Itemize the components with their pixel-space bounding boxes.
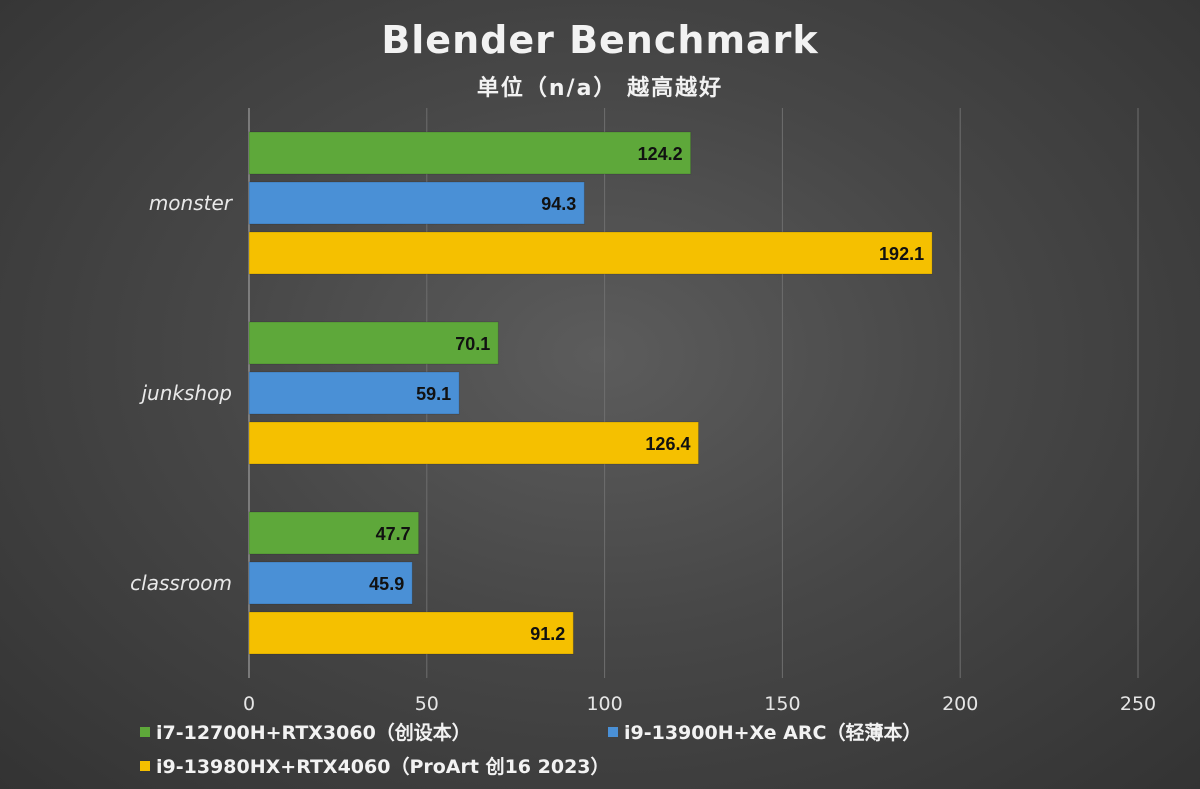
legend-label: i9-13980HX+RTX4060（ProArt 创16 2023） bbox=[156, 756, 610, 778]
data-label: 192.1 bbox=[879, 244, 924, 264]
legend-item-series-3: i9-13980HX+RTX4060（ProArt 创16 2023） bbox=[140, 752, 610, 779]
bar bbox=[248, 421, 699, 465]
legend-label: i7-12700H+RTX3060（创设本） bbox=[156, 722, 471, 744]
category-label: classroom bbox=[130, 571, 232, 595]
legend-item-series-1: i7-12700H+RTX3060（创设本） bbox=[140, 718, 471, 745]
legend-label: i9-13900H+Xe ARC（轻薄本） bbox=[624, 722, 922, 744]
bar bbox=[248, 371, 460, 415]
legend-item-series-2: i9-13900H+Xe ARC（轻薄本） bbox=[608, 718, 921, 745]
data-label: 59.1 bbox=[416, 384, 451, 404]
data-label: 45.9 bbox=[369, 574, 404, 594]
x-tick-label: 0 bbox=[243, 693, 255, 715]
bar bbox=[248, 611, 574, 655]
legend-swatch-blue bbox=[608, 726, 618, 737]
bar bbox=[248, 231, 933, 275]
bar bbox=[248, 181, 585, 225]
legend-swatch-yellow bbox=[140, 760, 150, 771]
x-tick-label: 100 bbox=[586, 693, 622, 715]
category-label: junkshop bbox=[138, 381, 232, 405]
data-label: 124.2 bbox=[638, 144, 683, 164]
category-label: monster bbox=[149, 191, 234, 215]
x-tick-label: 150 bbox=[764, 693, 800, 715]
bar bbox=[248, 131, 692, 175]
data-label: 94.3 bbox=[541, 194, 576, 214]
bar bbox=[248, 321, 499, 365]
chart-title: Blender Benchmark bbox=[381, 18, 819, 62]
x-tick-label: 50 bbox=[415, 693, 439, 715]
data-label: 47.7 bbox=[376, 524, 411, 544]
legend-swatch-green bbox=[140, 726, 150, 737]
data-label: 126.4 bbox=[645, 434, 690, 454]
x-tick-label: 250 bbox=[1120, 693, 1156, 715]
chart-subtitle: 单位（n/a） 越高越好 bbox=[476, 76, 724, 101]
bar bbox=[248, 561, 413, 605]
data-label: 70.1 bbox=[455, 334, 490, 354]
x-tick-label: 200 bbox=[942, 693, 978, 715]
data-label: 91.2 bbox=[530, 624, 565, 644]
bar bbox=[248, 511, 420, 555]
